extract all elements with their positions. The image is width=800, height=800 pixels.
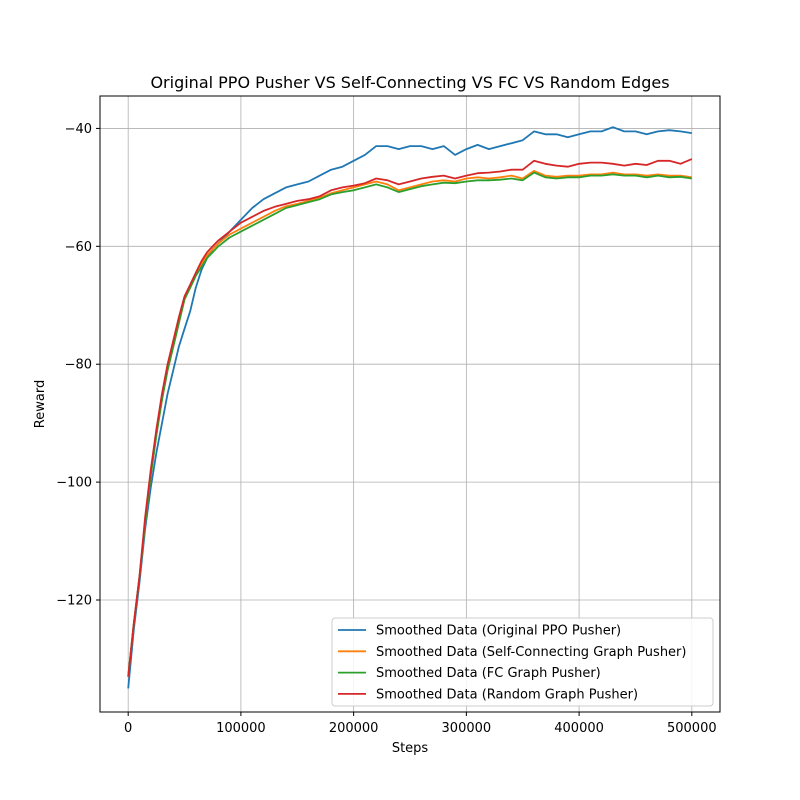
- x-tick-label: 300000: [442, 721, 492, 736]
- legend-label-3: Smoothed Data (FC Graph Pusher): [376, 666, 601, 681]
- y-tick-label: −120: [56, 594, 92, 609]
- plot-frame: [99, 95, 721, 713]
- x-tick-label: 100000: [216, 721, 266, 736]
- legend-box: [331, 617, 714, 707]
- series-line-4: [127, 158, 693, 677]
- x-tick-label: 400000: [554, 721, 604, 736]
- y-tick-label: −40: [65, 122, 92, 137]
- legend-label-4: Smoothed Data (Random Graph Pusher): [376, 687, 638, 702]
- legend: Smoothed Data (Original PPO Pusher) Smoot…: [331, 617, 714, 707]
- y-tick-label: −100: [56, 476, 92, 491]
- legend-label-2: Smoothed Data (Self-Connecting Graph Pus…: [376, 645, 686, 660]
- x-tick-label: 200000: [329, 721, 379, 736]
- y-tick-label: −80: [65, 358, 92, 373]
- x-axis-label: Steps: [392, 741, 429, 756]
- chart-title: Original PPO Pusher VS Self-Connecting V…: [150, 73, 669, 92]
- y-tick-label: −60: [65, 240, 92, 255]
- legend-label-1: Smoothed Data (Original PPO Pusher): [376, 624, 621, 639]
- series-layer: [127, 126, 693, 689]
- x-tick-label: 0: [124, 721, 132, 736]
- series-line-3: [127, 171, 692, 677]
- series-line-1: [127, 126, 692, 689]
- y-axis-label: Reward: [33, 380, 48, 428]
- ticks: 0 100000 200000 300000 400000 500000 −120 −100 −…: [56, 122, 716, 736]
- x-tick-label: 500000: [667, 721, 717, 736]
